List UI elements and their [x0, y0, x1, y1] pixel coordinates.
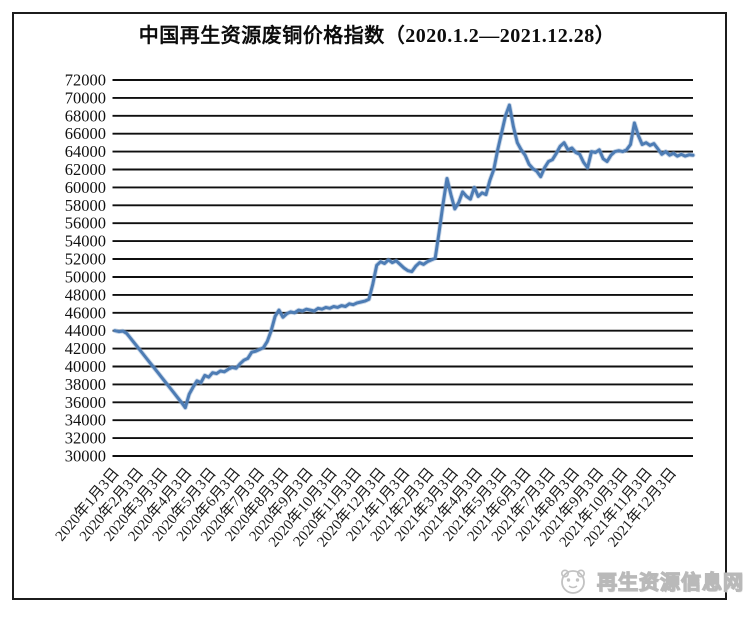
y-tick-label: 46000 [65, 303, 106, 322]
y-tick-label: 32000 [65, 429, 106, 448]
price-line [113, 103, 695, 410]
y-tick-label: 44000 [65, 321, 106, 340]
y-tick-label: 68000 [65, 106, 106, 125]
y-tick-label: 34000 [65, 411, 106, 430]
y-tick-label: 70000 [65, 88, 106, 107]
y-tick-label: 56000 [65, 214, 106, 233]
y-tick-label: 54000 [65, 232, 106, 251]
watermark: 再生资源信息网 [556, 566, 744, 595]
watermark-text: 再生资源信息网 [596, 571, 744, 594]
chart-title: 中国再生资源废铜价格指数（2020.1.2—2021.12.28） [138, 25, 616, 47]
y-tick-label: 62000 [65, 160, 106, 179]
y-tick-label: 30000 [65, 447, 106, 466]
y-tick-label: 48000 [65, 285, 106, 304]
y-tick-label: 58000 [65, 196, 106, 215]
price-line-halo [112, 102, 696, 411]
chart-border [12, 12, 727, 600]
y-tick-label: 40000 [65, 357, 106, 376]
y-tick-label: 64000 [65, 142, 106, 161]
watermark-logo-icon [561, 568, 585, 594]
y-tick-label: 50000 [65, 268, 106, 287]
y-tick-label: 60000 [65, 178, 106, 197]
y-tick-label: 66000 [65, 124, 106, 143]
y-tick-label: 38000 [65, 375, 106, 394]
y-tick-label: 36000 [65, 393, 106, 412]
y-tick-label: 42000 [65, 339, 106, 358]
y-tick-label: 52000 [65, 250, 106, 269]
y-tick-label: 72000 [65, 71, 106, 90]
